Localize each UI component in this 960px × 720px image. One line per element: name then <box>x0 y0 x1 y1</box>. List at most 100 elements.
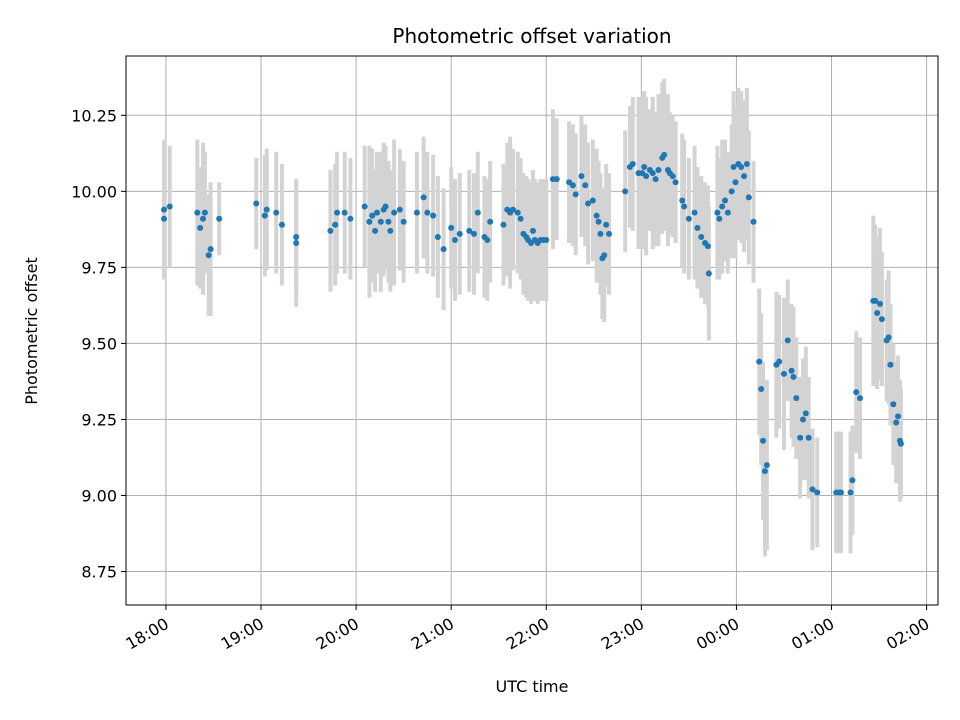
data-point <box>763 462 770 469</box>
data-point <box>553 176 560 183</box>
data-point <box>606 230 613 237</box>
data-point <box>716 215 723 222</box>
data-point <box>719 203 726 210</box>
y-tick-label: 10.00 <box>71 182 117 201</box>
y-tick-label: 9.75 <box>81 258 117 277</box>
data-point <box>456 230 463 237</box>
data-point <box>681 203 688 210</box>
data-point <box>382 203 389 210</box>
data-point <box>741 173 748 180</box>
data-point <box>572 191 579 198</box>
data-point <box>849 477 856 484</box>
data-point <box>253 200 260 207</box>
data-point <box>679 197 686 204</box>
data-point <box>413 209 420 216</box>
data-point <box>578 173 585 180</box>
data-point <box>166 203 173 210</box>
data-point <box>743 160 750 167</box>
data-point <box>661 151 668 158</box>
data-point <box>622 188 629 195</box>
data-point <box>471 230 477 237</box>
data-point <box>487 218 494 225</box>
data-point <box>440 246 447 253</box>
data-point <box>194 209 201 216</box>
data-point <box>369 212 376 219</box>
data-point <box>760 437 767 444</box>
y-axis: 8.75 9.00 9.25 9.50 9.75 10.00 10.25 <box>71 106 126 582</box>
data-point <box>797 434 804 441</box>
data-point <box>205 252 212 259</box>
data-point <box>197 224 204 231</box>
data-point <box>738 164 745 171</box>
data-point <box>853 389 860 396</box>
data-point <box>877 300 883 307</box>
data-point <box>629 160 636 167</box>
data-point <box>161 215 168 222</box>
y-axis-label: Photometric offset <box>22 257 41 405</box>
data-point <box>685 215 692 222</box>
data-point <box>387 227 394 234</box>
data-point <box>200 215 207 222</box>
data-point <box>776 358 783 365</box>
chart-title: Photometric offset variation <box>392 24 671 48</box>
data-point <box>424 209 431 216</box>
data-point <box>484 237 491 244</box>
data-point <box>366 218 373 225</box>
data-point <box>420 194 427 201</box>
data-point <box>347 215 354 222</box>
data-point <box>377 218 384 225</box>
data-point <box>758 386 765 393</box>
data-point <box>887 361 894 368</box>
data-point <box>672 179 679 186</box>
data-point <box>691 209 698 216</box>
data-point <box>161 206 168 213</box>
data-point <box>585 200 592 207</box>
data-point <box>474 209 481 216</box>
data-point <box>730 164 737 171</box>
data-point <box>589 197 596 204</box>
data-point <box>857 395 864 402</box>
data-point <box>261 212 268 219</box>
y-tick-label: 9.00 <box>81 487 117 506</box>
data-point <box>543 237 550 244</box>
data-point <box>603 221 610 228</box>
data-point <box>466 227 473 234</box>
data-point <box>814 489 821 496</box>
data-point <box>569 182 576 189</box>
data-point <box>874 310 881 317</box>
data-point <box>400 218 407 225</box>
data-point <box>451 237 458 244</box>
data-point <box>799 416 806 423</box>
data-point <box>582 182 589 189</box>
data-point <box>593 212 600 219</box>
y-tick-label: 9.25 <box>81 410 117 429</box>
data-point <box>643 173 650 180</box>
data-point <box>601 252 608 259</box>
data-point <box>732 179 739 186</box>
data-point <box>216 215 223 222</box>
plot-frame <box>125 55 939 606</box>
data-point <box>652 176 659 183</box>
data-point <box>893 419 900 426</box>
data-point <box>728 188 735 195</box>
data-point <box>649 170 656 177</box>
x-axis-label: UTC time <box>496 677 569 696</box>
data-point <box>529 227 536 234</box>
data-point <box>780 370 787 377</box>
data-point <box>793 395 800 402</box>
data-point <box>327 227 334 234</box>
data-point <box>374 209 381 216</box>
data-point <box>714 209 721 216</box>
data-point <box>293 233 300 240</box>
data-point <box>434 233 441 240</box>
data-points <box>161 151 904 496</box>
data-point <box>391 209 398 216</box>
data-point <box>430 212 437 219</box>
data-point <box>878 316 885 323</box>
data-point <box>722 197 729 204</box>
data-point <box>517 215 524 222</box>
data-point <box>385 218 392 225</box>
data-point <box>595 218 602 225</box>
data-point <box>396 206 403 213</box>
data-point <box>895 413 902 420</box>
